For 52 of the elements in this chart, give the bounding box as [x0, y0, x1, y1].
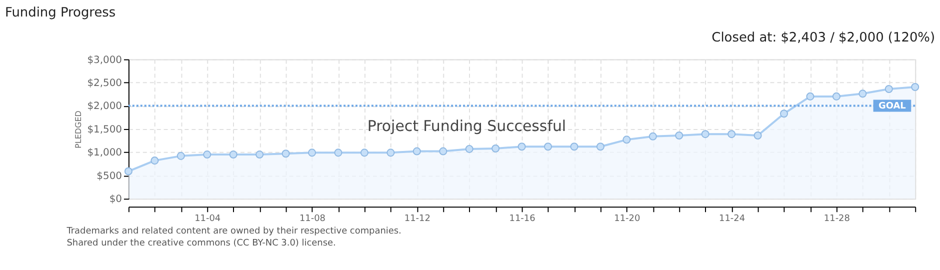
point	[203, 150, 212, 159]
point	[334, 148, 342, 157]
point	[256, 150, 264, 159]
point	[754, 131, 762, 140]
point	[728, 130, 736, 138]
y-tick-label: $1,500	[87, 124, 122, 136]
point	[124, 167, 132, 176]
x-tick-label: 11-04	[194, 214, 221, 224]
ref-line-label: GOAL	[878, 102, 906, 112]
text: Shared under the creative commons (CC BY-NC 3.0) license.	[66, 238, 336, 248]
point	[492, 144, 500, 153]
y-axis-title: PLEDGED	[74, 110, 84, 148]
point	[806, 92, 814, 100]
point	[518, 142, 526, 151]
point	[439, 147, 448, 156]
x-tick-label: 11-08	[299, 214, 326, 224]
point	[229, 150, 238, 159]
point	[465, 144, 474, 153]
point	[648, 132, 657, 140]
point	[858, 90, 867, 98]
text: Trademarks and related content are owned by their respective companies.	[66, 226, 402, 237]
point	[150, 156, 159, 165]
y-tick-label: $500	[96, 170, 122, 182]
point	[596, 142, 604, 151]
x-tick-label: 11-20	[614, 214, 640, 224]
point	[911, 83, 920, 92]
point	[544, 142, 552, 151]
y-tick-label: $2,500	[87, 78, 122, 89]
point	[360, 148, 368, 157]
point	[884, 85, 893, 94]
chart-title: Funding Progress	[4, 5, 116, 20]
point	[282, 150, 290, 158]
point	[386, 148, 395, 157]
point	[832, 92, 840, 100]
y-tick-label: $2,000	[87, 101, 122, 112]
point	[570, 142, 578, 151]
point	[622, 136, 631, 144]
point	[412, 147, 421, 156]
x-tick-label: 11-16	[509, 214, 536, 224]
text: Closed at: $2,403 / $2,000 (120%)	[712, 30, 936, 46]
y-tick-label: $0	[109, 194, 122, 206]
x-tick-label: 11-12	[404, 214, 430, 224]
x-tick-label: 11-28	[824, 214, 850, 224]
point	[675, 131, 684, 140]
x-tick-label: 11-24	[719, 214, 746, 224]
point	[780, 110, 788, 118]
point	[308, 148, 316, 157]
point	[701, 130, 710, 138]
annotation: Project Funding Successful	[367, 117, 566, 136]
point	[176, 152, 185, 160]
y-tick-label: $1,000	[87, 148, 122, 159]
y-tick-label: $3,000	[87, 54, 122, 66]
